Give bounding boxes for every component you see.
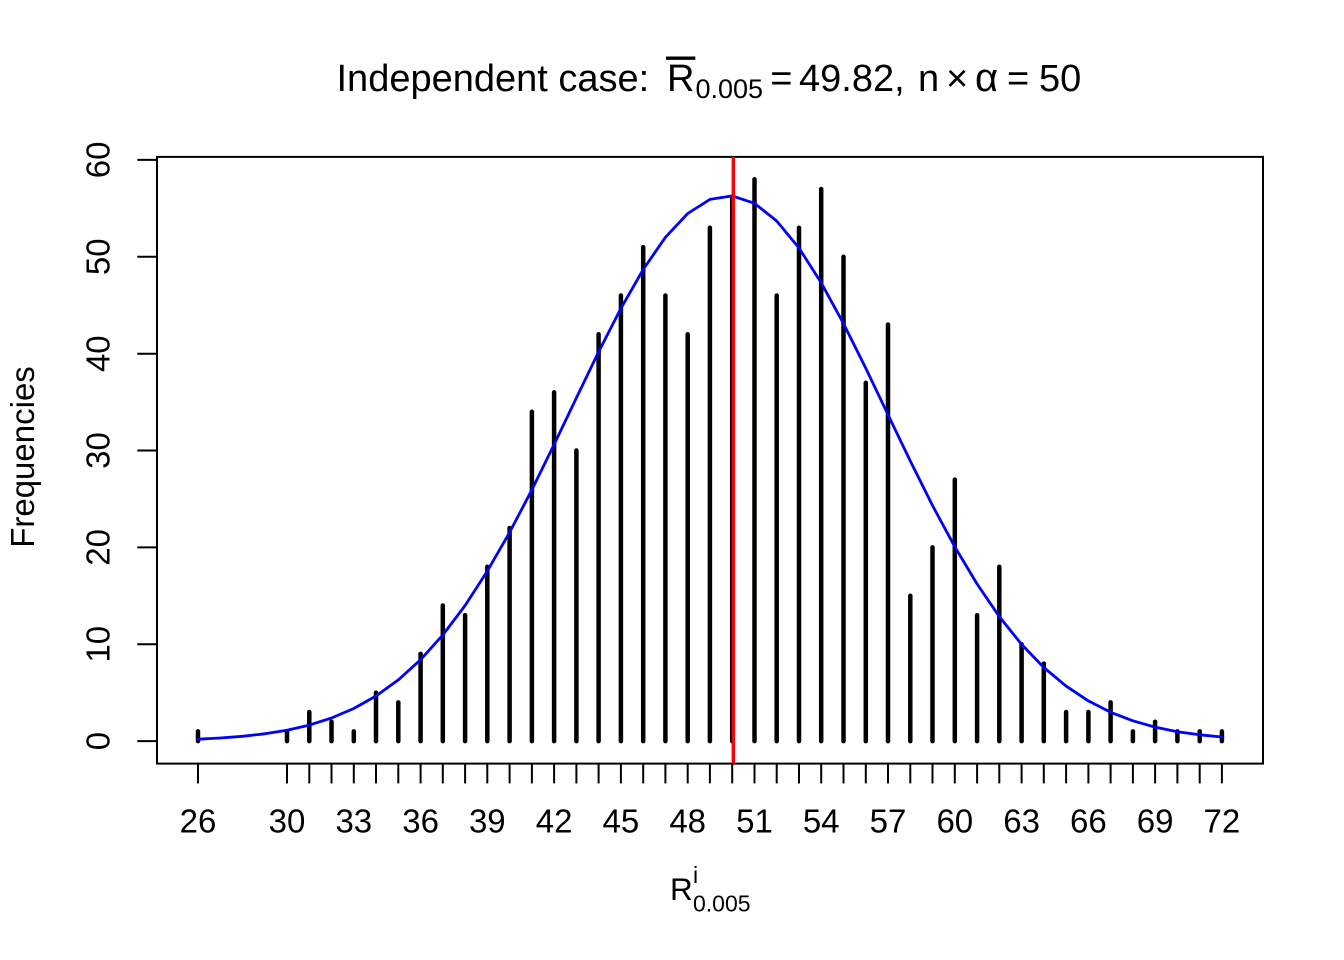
svg-text:=: = [1007,58,1029,100]
svg-text:66: 66 [1070,803,1107,840]
svg-text:60: 60 [80,142,117,179]
svg-text:Frequencies: Frequencies [4,366,41,548]
svg-text:×: × [946,58,968,100]
svg-text:63: 63 [1003,803,1040,840]
svg-text:69: 69 [1137,803,1174,840]
svg-text:R: R [667,58,694,100]
svg-text:0: 0 [80,732,117,750]
svg-text:30: 30 [80,432,117,469]
svg-text:54: 54 [803,803,840,840]
svg-text:36: 36 [402,803,439,840]
svg-text:33: 33 [335,803,372,840]
svg-text:10: 10 [80,626,117,663]
svg-text:0.005: 0.005 [693,891,751,917]
svg-text:26: 26 [180,803,217,840]
svg-text:40: 40 [80,335,117,372]
svg-text:72: 72 [1204,803,1241,840]
svg-text:60: 60 [936,803,973,840]
svg-text:51: 51 [736,803,773,840]
svg-text:0.005: 0.005 [696,74,764,104]
svg-text:39: 39 [469,803,506,840]
svg-text:n: n [918,58,939,100]
svg-text:48: 48 [669,803,706,840]
svg-text:57: 57 [870,803,907,840]
svg-text:i: i [693,862,698,888]
svg-text:20: 20 [80,529,117,566]
svg-text:α: α [975,56,998,100]
svg-text:Independent case:: Independent case: [337,58,650,100]
svg-text:42: 42 [536,803,573,840]
svg-text:R: R [670,871,693,907]
svg-text:=: = [770,58,792,100]
svg-text:49.82,: 49.82, [799,58,905,100]
svg-text:50: 50 [80,238,117,275]
svg-text:50: 50 [1039,58,1081,100]
svg-text:30: 30 [269,803,306,840]
svg-text:45: 45 [603,803,640,840]
